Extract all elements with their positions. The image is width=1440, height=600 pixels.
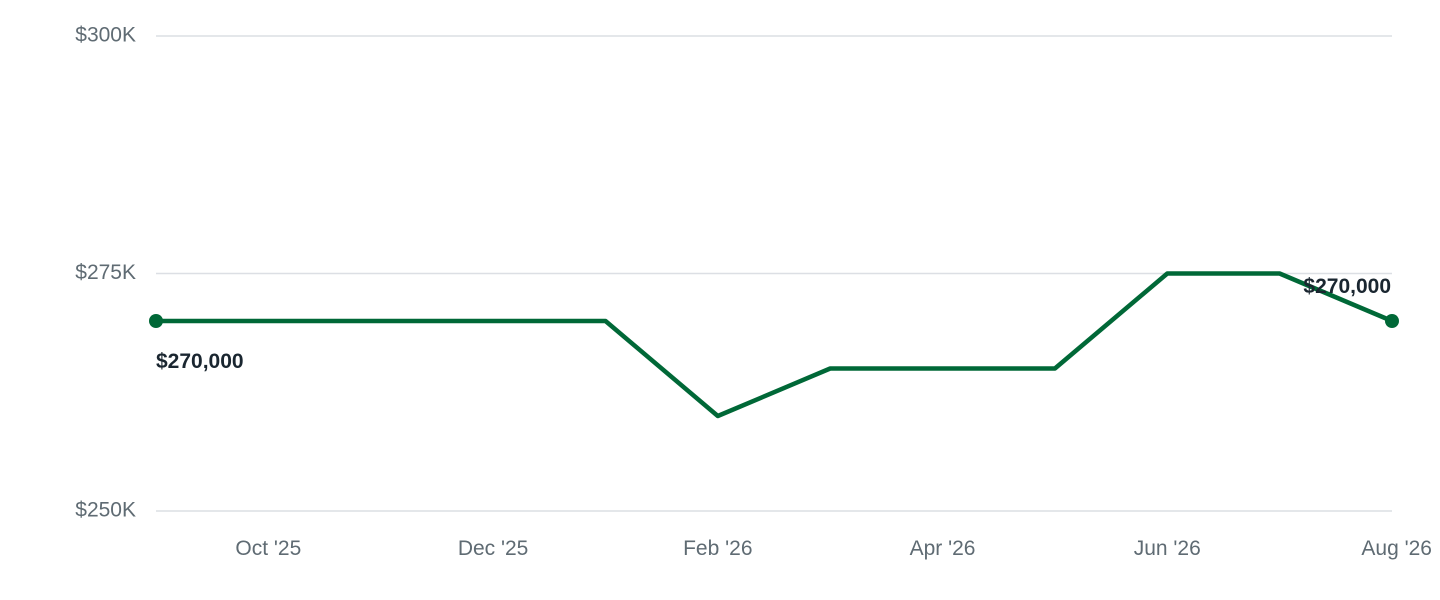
y-tick-label: $275K [75, 261, 136, 284]
y-axis: $250K $275K $300K [75, 24, 136, 522]
x-tick-label: Jun '26 [1134, 537, 1201, 560]
data-point[interactable] [149, 314, 163, 328]
data-label: $270,000 [156, 350, 244, 373]
x-tick-label: Dec '25 [458, 537, 529, 560]
data-labels: $270,000 $270,000 [156, 275, 1391, 373]
x-tick-label: Oct '25 [235, 537, 301, 560]
series-line [153, 271, 1395, 419]
x-tick-label: Apr '26 [910, 537, 976, 560]
series-layer [149, 271, 1399, 419]
x-tick-label: Aug '26 [1361, 537, 1432, 560]
x-axis: Oct '25 Dec '25 Feb '26 Apr '26 Jun '26 Aug '… [235, 537, 1432, 560]
x-tick-label: Feb '26 [683, 537, 752, 560]
y-tick-label: $300K [75, 24, 136, 47]
y-tick-label: $250K [75, 499, 136, 522]
data-point[interactable] [1385, 314, 1399, 328]
data-label: $270,000 [1303, 275, 1391, 298]
